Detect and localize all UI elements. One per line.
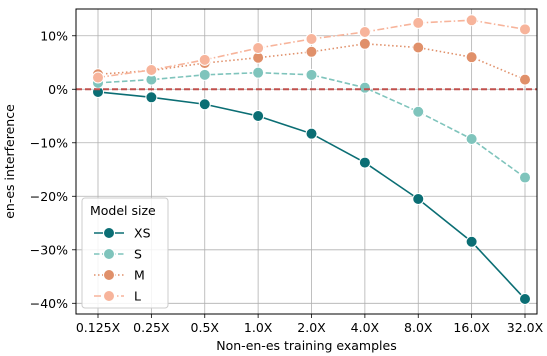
data-point — [358, 26, 371, 39]
x-tick-label: 0.125X — [76, 320, 121, 335]
x-tick-label: 2.0X — [297, 320, 326, 335]
data-point — [305, 32, 318, 45]
x-axis-label: Non-en-es training examples — [216, 338, 396, 353]
data-point — [412, 192, 425, 205]
data-point — [198, 53, 211, 66]
data-point — [145, 64, 158, 76]
legend-label-S: S — [134, 247, 142, 262]
x-tick-label: 4.0X — [351, 320, 380, 335]
y-tick-label: −10% — [30, 135, 68, 150]
x-tick-label: 16.0X — [453, 320, 490, 335]
y-axis-label: en-es interference — [2, 104, 17, 219]
legend-label-L: L — [134, 289, 141, 304]
data-point — [305, 127, 318, 140]
data-point — [252, 110, 265, 123]
data-point — [465, 51, 478, 64]
plot-frame — [75, 8, 538, 315]
data-point — [252, 66, 265, 79]
legend: Model size XS SML — [81, 197, 169, 309]
series-L — [92, 14, 531, 84]
data-point — [465, 14, 478, 27]
legend-marker-L — [103, 290, 115, 302]
legend-marker-M — [103, 269, 115, 281]
data-point — [465, 133, 478, 146]
y-tick-label: −20% — [30, 189, 68, 204]
data-point — [145, 91, 158, 104]
x-tick-label: 0.25X — [133, 320, 170, 335]
data-point — [519, 73, 531, 86]
data-point — [92, 71, 104, 84]
data-point — [519, 23, 531, 36]
legend-label-M: M — [134, 268, 145, 283]
series-S — [92, 66, 531, 184]
x-tick-label: 0.5X — [191, 320, 220, 335]
x-axis-ticks: 0.125X 0.25X 0.5X 1.0X 2.0X 4.0X 8.0X 16.0X 32.0… — [76, 314, 544, 335]
legend-marker-S — [103, 248, 115, 260]
data-point — [412, 16, 425, 29]
data-point — [465, 235, 478, 248]
data-point — [198, 68, 211, 81]
data-point — [305, 45, 318, 58]
series-XS — [92, 85, 531, 306]
data-point — [252, 42, 265, 55]
data-point — [519, 171, 531, 184]
data-point — [358, 81, 371, 94]
legend-label-XS: XS — [134, 226, 151, 241]
x-tick-label: 1.0X — [244, 320, 273, 335]
data-point — [358, 37, 371, 50]
legend-title: Model size — [90, 203, 156, 218]
x-tick-label: 8.0X — [404, 320, 433, 335]
data-point — [358, 156, 371, 169]
legend-box — [81, 197, 169, 309]
y-tick-label: −30% — [30, 242, 68, 257]
data-point — [412, 41, 425, 54]
y-tick-label: 0% — [48, 82, 68, 97]
data-point — [198, 98, 211, 111]
y-tick-label: −40% — [30, 296, 68, 311]
x-tick-label: 32.0X — [507, 320, 544, 335]
y-tick-label: 10% — [40, 28, 68, 43]
data-point — [305, 68, 318, 81]
series-group — [76, 14, 537, 306]
data-point — [519, 293, 531, 306]
data-point — [412, 105, 425, 118]
y-axis-ticks: −40% −30% −20% −10% 0% 10% — [30, 28, 76, 311]
legend-marker-XS — [103, 227, 115, 239]
